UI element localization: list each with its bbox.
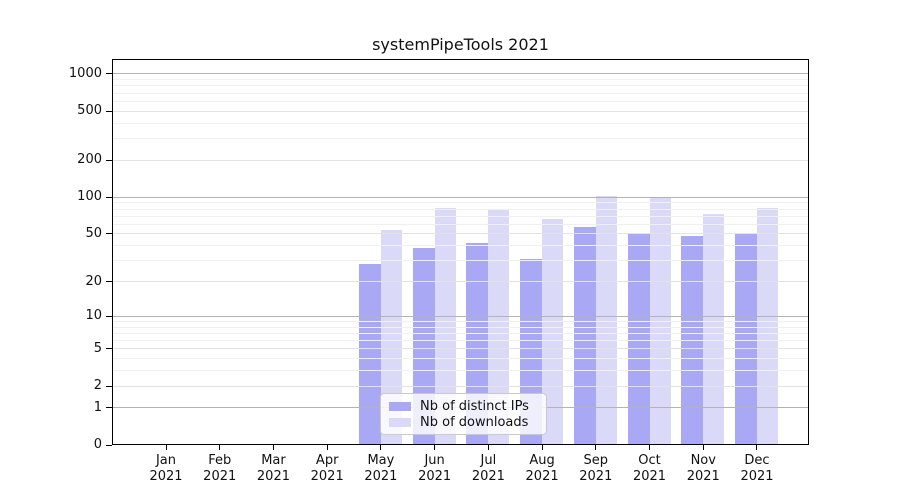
gridline: [113, 196, 808, 198]
y-tick-label: 2: [93, 378, 102, 393]
x-tick-mark: [326, 445, 328, 450]
x-tick-mark: [219, 445, 221, 450]
bar-downloads-sep: [595, 196, 617, 445]
legend-label-distinct-ips: Nb of distinct IPs: [420, 398, 529, 414]
y-tick-label: 0: [93, 437, 102, 452]
bar-downloads-may: [380, 229, 402, 445]
legend-swatch-ips-icon: [389, 401, 411, 411]
chart-title: systemPipeTools 2021: [372, 35, 549, 54]
gridline: [113, 73, 808, 75]
x-tick-mark: [165, 445, 167, 450]
gridline-minor: [113, 92, 808, 94]
gridline-minor: [113, 260, 808, 262]
y-tick-label: 1000: [68, 65, 102, 81]
gridline-minor: [113, 79, 808, 81]
gridline-minor: [113, 223, 808, 225]
gridline-minor: [113, 326, 808, 328]
legend-item-distinct-ips: Nb of distinct IPs: [389, 399, 538, 414]
x-tick-label: May 2021: [364, 453, 398, 484]
gridline-minor: [113, 245, 808, 247]
x-tick-mark: [702, 445, 704, 450]
gridline-minor: [113, 370, 808, 372]
x-tick-label: Dec 2021: [740, 453, 774, 484]
gridline: [113, 233, 808, 235]
y-tick-label: 1: [93, 399, 102, 415]
x-tick-label: Jan 2021: [149, 453, 183, 484]
y-tick-label: 20: [85, 273, 102, 289]
y-tick-mark: [106, 315, 112, 317]
y-tick-mark: [106, 348, 112, 350]
legend-item-downloads: Nb of downloads: [389, 415, 538, 430]
y-tick-mark: [106, 407, 112, 409]
x-tick-mark: [649, 445, 651, 450]
x-tick-label: Sep 2021: [579, 453, 613, 484]
x-tick-mark: [272, 445, 274, 450]
gridline-minor: [113, 202, 808, 204]
gridline: [113, 110, 808, 112]
y-tick-label: 500: [77, 103, 102, 119]
y-tick-mark: [106, 385, 112, 387]
x-tick-mark: [380, 445, 382, 450]
y-tick-mark: [106, 444, 112, 446]
x-tick-mark: [541, 445, 543, 450]
y-tick-label: 200: [77, 152, 102, 168]
bar-downloads-jun: [434, 208, 456, 445]
x-tick-label: Apr 2021: [310, 453, 344, 484]
x-tick-label: Jun 2021: [418, 453, 452, 484]
bar-ips-oct: [627, 233, 650, 445]
gridline-minor: [113, 358, 808, 360]
x-tick-label: Nov 2021: [686, 453, 720, 484]
y-tick-mark: [106, 196, 112, 198]
gridline: [113, 315, 808, 317]
gridline-minor: [113, 320, 808, 322]
legend-label-downloads: Nb of downloads: [420, 414, 529, 430]
x-tick-label: Jul 2021: [471, 453, 505, 484]
gridline: [113, 385, 808, 387]
gridline-minor: [113, 340, 808, 341]
gridline-minor: [113, 122, 808, 124]
y-tick-label: 10: [85, 308, 102, 324]
x-tick-label: Mar 2021: [256, 453, 290, 484]
gridline-minor: [113, 100, 808, 102]
plot-area: [112, 59, 809, 445]
gridline-minor: [113, 208, 808, 210]
x-tick-mark: [487, 445, 489, 450]
bar-downloads-aug: [542, 219, 564, 445]
x-tick-label: Aug 2021: [525, 453, 559, 484]
y-tick-label: 50: [85, 225, 102, 241]
y-tick-mark: [106, 281, 112, 282]
y-tick-mark: [106, 110, 112, 112]
x-tick-mark: [434, 445, 436, 450]
gridline-minor: [113, 215, 808, 217]
gridline: [113, 348, 808, 350]
gridline: [113, 281, 808, 282]
y-tick-mark: [106, 73, 112, 75]
gridline-minor: [113, 85, 808, 87]
x-tick-mark: [595, 445, 597, 450]
gridline: [113, 159, 808, 161]
gridline-minor: [113, 138, 808, 140]
legend: Nb of distinct IPs Nb of downloads: [380, 393, 547, 435]
bar-downloads-nov: [703, 213, 725, 445]
legend-swatch-downloads-icon: [389, 417, 411, 427]
x-tick-label: Oct 2021: [632, 453, 667, 484]
y-tick-mark: [106, 159, 112, 161]
bar-ips-dec: [734, 233, 757, 445]
x-tick-mark: [756, 445, 758, 450]
y-tick-mark: [106, 233, 112, 235]
gridline-minor: [113, 332, 808, 334]
y-tick-label: 5: [93, 340, 102, 356]
x-tick-label: Feb 2021: [203, 453, 237, 484]
bar-downloads-dec: [756, 207, 778, 445]
bar-ips-may: [358, 264, 381, 445]
y-tick-label: 100: [77, 189, 102, 205]
